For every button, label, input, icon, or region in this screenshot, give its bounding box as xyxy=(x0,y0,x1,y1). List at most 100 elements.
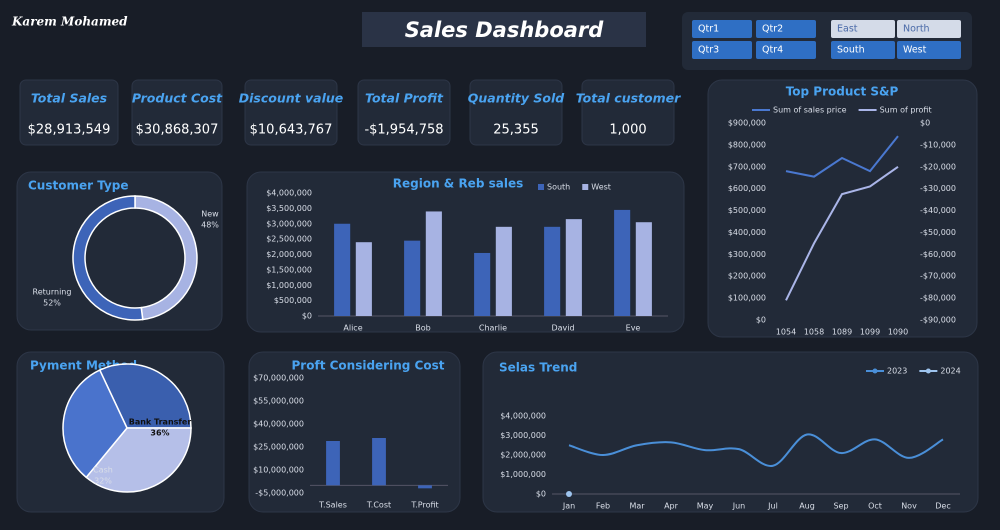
chart-title: Region & Reb sales xyxy=(393,177,523,191)
legend-swatch xyxy=(582,184,589,190)
x-tick-label: Alice xyxy=(343,324,362,333)
kpi-label: Product Cost xyxy=(132,91,223,106)
kpi-card xyxy=(357,79,451,146)
slice-label: 32% xyxy=(94,477,112,486)
slicer-button[interactable] xyxy=(831,41,895,59)
y-tick-label: -$90,000 xyxy=(920,316,956,325)
x-tick-label: T.Sales xyxy=(318,501,347,510)
y-tick-label: $0 xyxy=(302,312,312,321)
legend-marker xyxy=(872,368,878,374)
legend-label: 2023 xyxy=(887,367,907,376)
y-tick-label: $55,000,000 xyxy=(253,397,304,406)
y-tick-label: -$70,000 xyxy=(920,272,956,281)
x-tick-label: Eve xyxy=(626,324,641,333)
y-tick-label: $900,000 xyxy=(728,119,766,128)
chart-panel xyxy=(248,351,461,513)
slice-label: 52% xyxy=(43,299,61,308)
legend-marker xyxy=(925,368,931,374)
slicer-label[interactable]: West xyxy=(903,45,927,56)
slice-category: New xyxy=(201,210,219,219)
slicer-button[interactable] xyxy=(692,41,752,59)
y-tick-label: $3,000,000 xyxy=(500,431,546,440)
bar xyxy=(372,438,386,486)
y-tick-label: $3,500,000 xyxy=(266,204,312,213)
kpi-card xyxy=(469,79,563,146)
author: Karem Mohamed xyxy=(11,15,128,29)
slice-category: Cash xyxy=(93,466,113,475)
x-tick-label: Apr xyxy=(664,502,679,511)
x-tick-label: Mar xyxy=(629,502,645,511)
pie-slice xyxy=(62,369,128,479)
x-tick-label: T.Cost xyxy=(366,501,391,510)
slicer-label[interactable]: Qtr1 xyxy=(698,24,719,35)
y-tick-label: $4,000,000 xyxy=(266,189,312,198)
bar xyxy=(474,252,491,316)
kpi-value: 25,355 xyxy=(493,123,539,138)
slicer-label[interactable]: South xyxy=(837,45,865,56)
y-tick-label: $3,000,000 xyxy=(266,219,312,228)
y-tick-label: $200,000 xyxy=(728,272,766,281)
slicer-button[interactable] xyxy=(756,20,816,38)
slicer-label[interactable]: North xyxy=(903,24,930,35)
bar xyxy=(495,226,512,316)
pie-slice xyxy=(98,363,192,429)
y-tick-label: $600,000 xyxy=(728,184,766,193)
point-marker xyxy=(566,491,572,497)
legend-label: Sum of sales price xyxy=(773,106,847,115)
slicer-button[interactable] xyxy=(756,41,816,59)
y-tick-label: -$30,000 xyxy=(920,184,956,193)
x-tick-label: 1090 xyxy=(888,328,908,337)
kpi-label: Total Profit xyxy=(365,91,444,106)
title-box xyxy=(362,12,646,47)
chart-title: Customer Type xyxy=(28,179,129,193)
bar xyxy=(565,219,582,316)
kpi-card xyxy=(581,79,675,146)
kpi-label: Total Sales xyxy=(31,91,107,106)
y-tick-label: $2,000,000 xyxy=(266,250,312,259)
slicer-label[interactable]: East xyxy=(837,24,858,35)
y-tick-label: $0 xyxy=(756,316,766,325)
slicer-label[interactable]: Qtr4 xyxy=(762,45,783,56)
x-tick-label: 1054 xyxy=(776,328,796,337)
line-series xyxy=(785,165,899,301)
x-tick-label: Charlie xyxy=(479,324,507,333)
bar xyxy=(355,242,372,316)
line-series xyxy=(785,135,899,178)
kpi-value: $10,643,767 xyxy=(250,123,333,138)
slicer-label[interactable]: Qtr3 xyxy=(698,45,719,56)
y-tick-label: $0 xyxy=(920,119,930,128)
y-tick-label: $4,000,000 xyxy=(500,412,546,421)
y-tick-label: $500,000 xyxy=(728,206,766,215)
slicer-button[interactable] xyxy=(897,41,961,59)
chart-panel xyxy=(482,351,979,513)
y-tick-label: -$10,000 xyxy=(920,140,956,149)
x-tick-label: Jan xyxy=(562,502,575,511)
x-tick-label: 1089 xyxy=(832,328,852,337)
kpi-card xyxy=(19,79,119,146)
legend-swatch xyxy=(538,184,544,190)
slicer-button[interactable] xyxy=(831,20,895,38)
kpi-value: -$1,954,758 xyxy=(364,123,443,138)
y-tick-label: -$5,000,000 xyxy=(255,489,304,498)
pie-slice xyxy=(85,427,192,493)
y-tick-label: $70,000,000 xyxy=(253,374,304,383)
y-tick-label: $2,500,000 xyxy=(266,235,312,244)
y-tick-label: $1,000,000 xyxy=(500,470,546,479)
chart-title: Top Product S&P xyxy=(786,85,899,99)
y-tick-label: $400,000 xyxy=(728,228,766,237)
slicer-button[interactable] xyxy=(692,20,752,38)
x-tick-label: Sep xyxy=(833,502,848,511)
y-tick-label: $100,000 xyxy=(728,294,766,303)
y-tick-label: -$50,000 xyxy=(920,228,956,237)
kpi-label: Discount value xyxy=(239,91,343,106)
slice-label: 48% xyxy=(201,221,219,230)
bar xyxy=(425,211,442,316)
bar xyxy=(334,223,351,316)
x-tick-label: Dec xyxy=(935,502,950,511)
x-tick-label: Jun xyxy=(732,502,746,511)
bar xyxy=(418,485,432,489)
slicer-label[interactable]: Qtr2 xyxy=(762,24,783,35)
slicer-button[interactable] xyxy=(897,20,961,38)
y-tick-label: $800,000 xyxy=(728,140,766,149)
